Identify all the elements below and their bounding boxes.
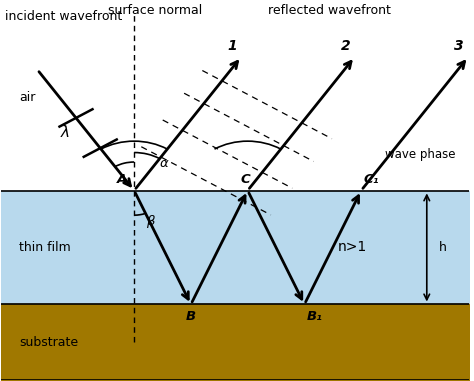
Text: λ: λ	[60, 125, 69, 140]
Text: 2: 2	[340, 39, 350, 53]
Text: C: C	[240, 173, 250, 186]
Text: B: B	[186, 310, 196, 323]
Text: α: α	[160, 157, 169, 170]
Text: C₁: C₁	[364, 173, 379, 186]
Text: h: h	[438, 241, 447, 254]
Text: wave phase: wave phase	[384, 148, 455, 161]
Text: reflected wavefront: reflected wavefront	[268, 5, 391, 18]
Text: incident wavefront: incident wavefront	[5, 10, 123, 23]
Text: substrate: substrate	[19, 336, 79, 349]
Text: thin film: thin film	[19, 241, 71, 254]
Text: n>1: n>1	[338, 240, 367, 255]
Text: air: air	[19, 91, 36, 104]
Text: 1: 1	[227, 39, 237, 53]
Text: 3: 3	[454, 39, 464, 53]
Text: A: A	[117, 173, 127, 186]
Text: B₁: B₁	[307, 310, 323, 323]
Text: surface normal: surface normal	[108, 5, 202, 18]
Text: β: β	[146, 215, 155, 228]
